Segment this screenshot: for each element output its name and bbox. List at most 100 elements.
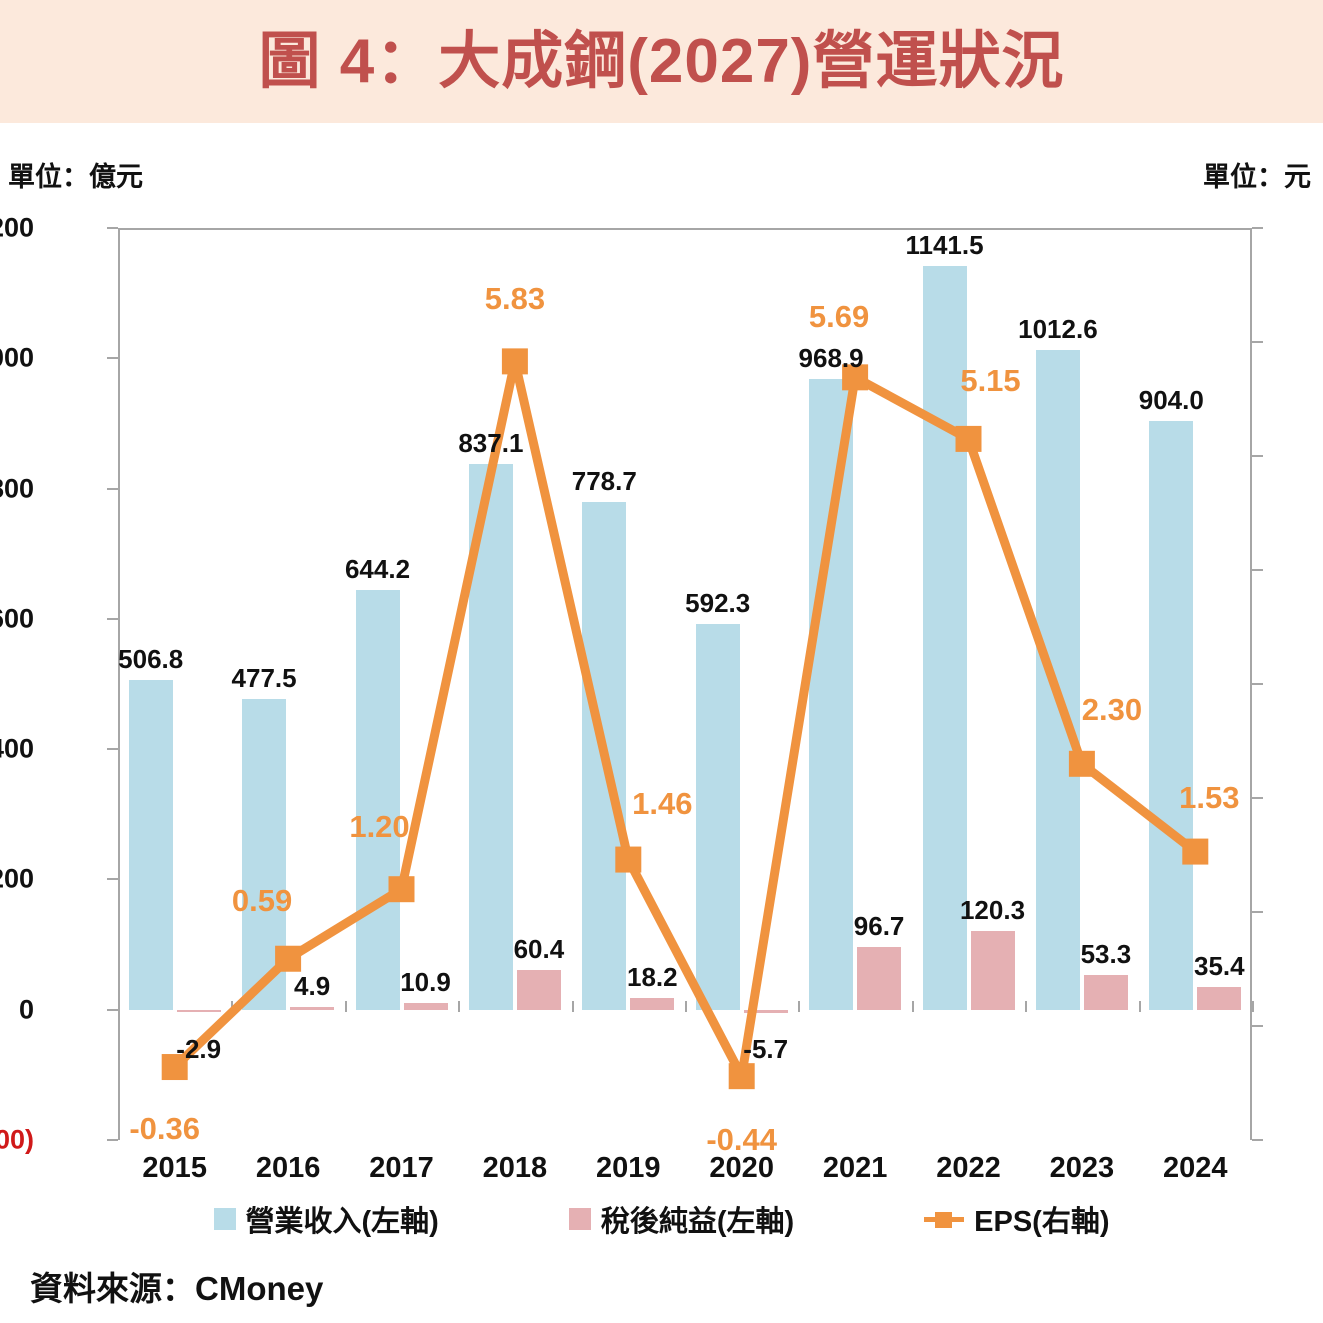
revenue-bar: [809, 378, 854, 1010]
x-axis-tick: [911, 1001, 914, 1012]
legend-label: 稅後純益(左軸): [600, 1206, 795, 1238]
x-axis-tick: [344, 1001, 347, 1012]
left-axis-tick: [107, 227, 118, 229]
legend-swatch-icon: [213, 1208, 236, 1230]
revenue-bar: [355, 590, 400, 1010]
x-axis-category-label: 2021: [822, 1152, 888, 1184]
eps-marker: [1068, 750, 1095, 777]
right-axis-tick: [1252, 911, 1263, 913]
left-axis-tick: [107, 878, 118, 881]
revenue-value-label: 968.9: [798, 342, 864, 373]
net-income-bar: [630, 997, 675, 1010]
net-income-bar: [970, 931, 1015, 1010]
legend-label: 營業收入(左軸): [245, 1206, 439, 1238]
legend-item[interactable]: 稅後純益(左軸): [568, 1198, 795, 1240]
net-income-value-label: 35.4: [1193, 950, 1245, 981]
legend-line-marker-icon: [924, 1208, 965, 1230]
net-income-bar: [290, 1006, 335, 1010]
x-axis-tick: [1025, 1001, 1028, 1012]
eps-value-label: 5.83: [484, 281, 546, 317]
left-axis-tick-label: 1,000: [0, 342, 34, 373]
right-axis-tick: [1252, 455, 1263, 457]
revenue-bar: [128, 679, 173, 1010]
legend-item[interactable]: 營業收入(左軸): [213, 1198, 439, 1240]
eps-marker: [842, 364, 869, 391]
revenue-bar: [922, 266, 967, 1010]
x-axis-category-label: 2024: [1163, 1152, 1228, 1184]
zero-baseline: [118, 228, 1252, 230]
revenue-value-label: 592.3: [685, 587, 751, 618]
eps-value-label: 5.69: [808, 299, 870, 335]
x-axis-category-label: 2015: [142, 1152, 207, 1184]
eps-value-label: 1.46: [632, 785, 693, 821]
revenue-value-label: 778.7: [571, 466, 637, 497]
revenue-value-label: 477.5: [231, 662, 297, 693]
x-axis-tick: [118, 1001, 120, 1012]
eps-value-label: -0.44: [706, 1122, 778, 1158]
net-income-bar: [1197, 986, 1242, 1010]
eps-value-label: 2.30: [1081, 691, 1143, 727]
x-axis-category-label: 2022: [936, 1152, 1001, 1184]
left-axis-line: [118, 228, 120, 1140]
right-axis-tick: [1252, 1139, 1263, 1141]
net-income-bar: [743, 1009, 788, 1014]
eps-marker: [955, 425, 982, 452]
revenue-value-label: 1012.6: [1018, 314, 1098, 345]
chart-legend: 營業收入(左軸) 稅後純益(左軸) EPS(右軸): [0, 1196, 1323, 1242]
net-income-value-label: 18.2: [626, 961, 678, 992]
revenue-bar: [695, 623, 740, 1010]
revenue-value-label: 837.1: [458, 428, 524, 459]
net-income-value-label: -2.9: [176, 1033, 222, 1064]
eps-marker: [388, 876, 415, 903]
net-income-value-label: 96.7: [853, 910, 905, 941]
eps-marker: [615, 846, 642, 873]
revenue-bar: [1149, 420, 1194, 1010]
left-axis-tick-label: (200): [0, 1124, 34, 1155]
eps-marker: [1182, 838, 1209, 865]
legend-label: EPS(右軸): [974, 1206, 1110, 1238]
right-axis-tick: [1252, 797, 1263, 799]
net-income-value-label: -5.7: [743, 1033, 789, 1064]
left-axis-tick: [107, 1139, 118, 1141]
x-axis-category-label: 2017: [369, 1152, 434, 1184]
net-income-value-label: 53.3: [1080, 938, 1132, 969]
left-axis-tick-label: 200: [0, 863, 34, 894]
eps-line-series: [161, 348, 1209, 1090]
legend-item[interactable]: EPS(右軸): [924, 1198, 1110, 1240]
right-axis-unit-label: 單位：元: [1203, 162, 1311, 192]
net-income-value-label: 4.9: [294, 970, 331, 1001]
left-axis-tick: [107, 1008, 118, 1011]
chart-title-banner: 圖 4：大成鋼(2027)營運狀況: [0, 0, 1323, 123]
eps-value-label: 1.53: [1179, 779, 1240, 815]
eps-value-label: -0.36: [129, 1111, 201, 1147]
chart-plot-area: 1,2001,0008006004002000(200) 76543210(1)…: [0, 213, 1263, 1184]
right-axis-tick: [1252, 341, 1263, 343]
net-income-bar: [403, 1002, 448, 1010]
net-income-bar: [857, 946, 902, 1010]
x-axis-category-label: 2019: [596, 1152, 661, 1184]
legend-swatch-icon: [568, 1208, 591, 1230]
left-axis-tick: [107, 357, 118, 360]
x-axis-tick: [458, 1001, 461, 1012]
left-axis-tick-label: 400: [0, 733, 34, 764]
x-axis-category-label: 2023: [1049, 1152, 1115, 1184]
eps-marker: [501, 348, 528, 375]
net-income-value-label: 120.3: [959, 895, 1026, 926]
net-income-value-label: 10.9: [400, 966, 451, 997]
left-axis-tick-label: 0: [18, 994, 34, 1025]
revenue-value-label: 904.0: [1138, 384, 1204, 415]
net-income-bar: [1083, 974, 1128, 1010]
right-axis-tick: [1252, 1025, 1263, 1027]
left-axis-unit-label: 單位：億元: [8, 162, 143, 192]
page-title: 圖 4：大成鋼(2027)營運狀況: [258, 26, 1065, 96]
revenue-value-label: 1141.5: [905, 230, 984, 261]
left-axis-tick-label: 800: [0, 473, 34, 504]
left-axis-tick: [107, 487, 118, 490]
right-axis-tick: [1252, 227, 1263, 229]
revenue-bar: [1035, 350, 1080, 1010]
revenue-value-label: 644.2: [344, 554, 411, 585]
eps-value-label: 1.20: [349, 809, 410, 845]
left-axis-tick: [107, 748, 118, 751]
source-note: 資料來源：CMoney: [30, 1270, 324, 1307]
net-income-bar: [176, 1009, 221, 1012]
